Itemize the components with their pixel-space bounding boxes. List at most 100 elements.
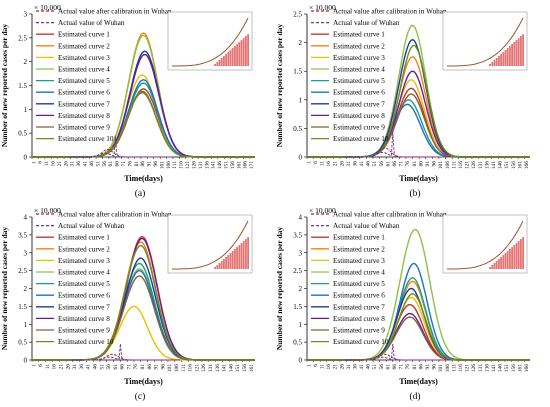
legend-label: Estimated curve 9 — [333, 124, 385, 132]
x-tick-label: 151 — [224, 161, 230, 170]
x-tick-label: 66 — [120, 364, 126, 370]
y-axis-label: Number of new reported cases per day — [0, 24, 9, 148]
x-tick-label: 156 — [230, 161, 236, 170]
inset-bar — [509, 46, 511, 66]
x-tick-label: 6 — [38, 161, 44, 164]
x-tick-label: 86 — [418, 364, 424, 370]
x-tick-label: 21 — [333, 161, 339, 167]
x-tick-label: 91 — [147, 161, 153, 167]
inset-bar — [231, 48, 234, 66]
inset-bar — [500, 54, 502, 66]
inset-bar — [227, 52, 230, 66]
x-tick-label: 41 — [83, 161, 89, 167]
inset-bar — [229, 50, 232, 66]
y-tick-label: 0.5 — [18, 339, 27, 347]
actual-value-line — [69, 135, 172, 158]
inset-bar — [240, 40, 243, 66]
panel-label: (d) — [409, 391, 420, 402]
inset-bar — [247, 237, 249, 269]
x-tick-label: 66 — [115, 161, 121, 167]
x-tick-label: 71 — [399, 161, 405, 167]
x-tick-label: 116 — [188, 364, 194, 372]
inset-bar — [225, 257, 227, 269]
inset-bar — [504, 253, 507, 269]
x-tick-label: 11 — [44, 161, 50, 167]
y-multiplier: × 10,000 — [34, 3, 61, 12]
y-tick-label: 0 — [24, 154, 28, 162]
x-tick-label: 131 — [478, 364, 484, 373]
inset-bar — [495, 58, 498, 66]
x-tick-label: 46 — [366, 161, 372, 167]
legend-label: Estimated curve 1 — [58, 31, 110, 39]
x-tick-label: 31 — [72, 364, 78, 370]
x-tick-label: 101 — [438, 161, 444, 170]
x-tick-label: 106 — [166, 161, 172, 170]
x-tick-label: 136 — [215, 364, 221, 373]
inset-bar — [238, 42, 241, 66]
legend-label: Estimated curve 7 — [333, 100, 385, 108]
x-tick-label: 121 — [465, 364, 471, 373]
legend-label: Estimated curve 6 — [58, 292, 110, 300]
x-tick-label: 46 — [89, 161, 95, 167]
x-tick-label: 141 — [491, 161, 497, 170]
legend-label: Estimated curve 10 — [333, 338, 389, 346]
inset-bar — [236, 247, 238, 269]
x-tick-label: 86 — [418, 161, 424, 167]
inset-bar — [216, 62, 219, 66]
x-tick-label: 156 — [242, 364, 248, 373]
x-tick-label: 66 — [392, 364, 398, 370]
legend-label: Estimated curve 2 — [58, 42, 110, 50]
legend-label: Estimated curve 4 — [333, 66, 385, 74]
x-tick-label: 161 — [517, 364, 523, 373]
x-tick-label: 1 — [306, 364, 312, 367]
x-tick-label: 76 — [127, 161, 133, 167]
inset-bar — [493, 60, 496, 66]
x-tick-label: 156 — [511, 364, 517, 373]
x-tick-label: 166 — [524, 364, 530, 373]
legend-label: Actual value after calibration in Wuhan — [333, 211, 447, 219]
x-tick-label: 6 — [313, 364, 319, 367]
x-tick-label: 46 — [366, 364, 372, 370]
x-tick-label: 81 — [140, 364, 146, 370]
x-tick-label: 96 — [432, 364, 438, 370]
x-tick-label: 76 — [405, 161, 411, 167]
legend-label: Actual value of Wuhan — [333, 19, 400, 27]
x-tick-label: 101 — [438, 364, 444, 373]
legend-label: Estimated curve 9 — [333, 327, 385, 335]
x-tick-label: 101 — [159, 161, 165, 170]
y-tick-label: 1 — [24, 106, 28, 114]
y-tick-label: 1 — [299, 321, 303, 329]
x-tick-label: 136 — [204, 161, 210, 170]
inset-bar — [234, 46, 236, 66]
x-tick-label: 6 — [38, 364, 44, 367]
legend-label: Estimated curve 6 — [58, 89, 110, 97]
inset-bar — [227, 255, 230, 269]
inset-curve — [172, 17, 249, 67]
x-tick-label: 71 — [399, 364, 405, 370]
x-tick-label: 131 — [478, 161, 484, 170]
y-axis-label: Number of new reported cases per day — [275, 227, 284, 351]
inset-curve — [447, 17, 524, 67]
inset-bar — [242, 38, 245, 66]
x-tick-label: 81 — [412, 364, 418, 370]
y-tick-label: 0.5 — [18, 130, 27, 138]
x-tick-label: 26 — [65, 364, 71, 370]
legend-label: Estimated curve 1 — [333, 31, 385, 39]
legend-label: Estimated curve 3 — [58, 54, 110, 62]
x-tick-label: 16 — [326, 364, 332, 370]
legend-label: Estimated curve 3 — [333, 257, 385, 265]
y-tick-label: 3 — [24, 11, 28, 19]
panel-label: (c) — [135, 391, 146, 402]
x-tick-label: 91 — [425, 161, 431, 167]
inset-bar — [229, 253, 232, 269]
legend-label: Estimated curve 2 — [333, 42, 385, 50]
y-tick-label: 3.5 — [293, 231, 302, 239]
legend-label: Estimated curve 8 — [58, 112, 110, 120]
y-tick-label: 4 — [24, 214, 28, 222]
y-tick-label: 1.5 — [18, 82, 27, 90]
inset-bar — [517, 241, 520, 269]
y-tick-label: 3 — [24, 249, 28, 257]
x-tick-label: 146 — [498, 364, 504, 373]
x-tick-label: 26 — [339, 364, 345, 370]
